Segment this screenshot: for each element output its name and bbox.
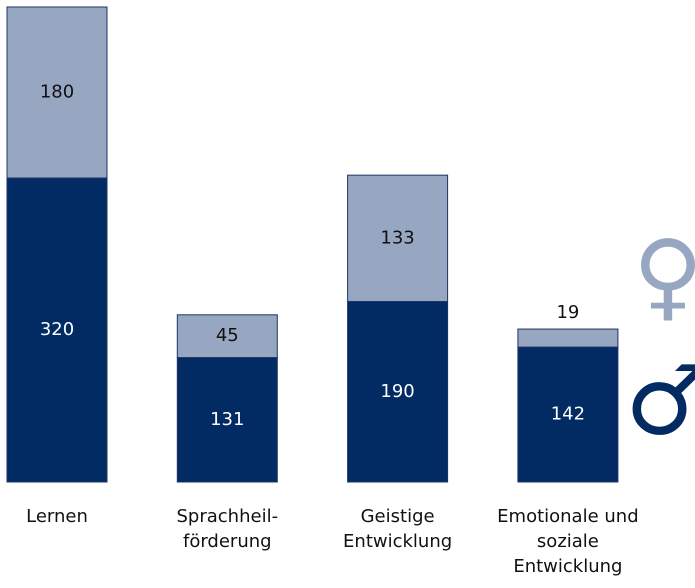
x-tick-label: Emotionale und xyxy=(497,506,638,527)
x-tick-label: Entwicklung xyxy=(513,556,622,577)
data-label: 131 xyxy=(210,409,244,430)
data-label: 320 xyxy=(40,319,74,340)
bar-segment xyxy=(347,301,449,483)
x-tick-label: Sprachheil- xyxy=(177,506,279,527)
bar-segment xyxy=(176,314,278,359)
x-tick-label: soziale xyxy=(537,531,599,552)
x-tick-label: Lernen xyxy=(26,506,88,527)
bar-segment xyxy=(347,174,449,302)
x-tick-label: förderung xyxy=(183,531,272,552)
x-tick-label: Entwicklung xyxy=(343,531,452,552)
data-label: 190 xyxy=(380,381,414,402)
bar-segment xyxy=(517,328,619,348)
data-label: 19 xyxy=(556,302,579,323)
bar-segment xyxy=(6,6,108,179)
data-label: 180 xyxy=(40,82,74,103)
data-label: 45 xyxy=(216,325,239,346)
legend-symbol: ♀ xyxy=(633,219,695,331)
data-label: 142 xyxy=(551,404,585,425)
legend-symbol: ♂ xyxy=(625,344,695,456)
x-tick-label: Geistige xyxy=(361,506,435,527)
bar-segment xyxy=(6,177,108,483)
bar-segment xyxy=(517,346,619,483)
data-label: 133 xyxy=(380,227,414,248)
